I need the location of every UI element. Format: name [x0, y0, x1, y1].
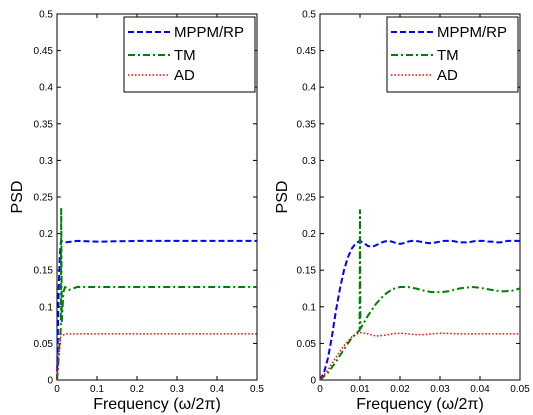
- left-x-tick-label: 0.5: [250, 384, 264, 395]
- right-legend-label-tm: TM: [437, 47, 459, 64]
- left-y-axis-label: PSD: [9, 181, 26, 214]
- right-chart: 0 0.01 0.02 0.03 0.04 0.05 0 0.05 0.1 0.15 0.2 0.25…: [274, 10, 530, 414]
- right-y-tick-label: 0.4: [302, 83, 316, 94]
- right-x-tick-label: 0.04: [470, 384, 490, 395]
- left-y-tick-label: 0: [47, 376, 53, 387]
- right-legend-label-ad: AD: [437, 67, 458, 84]
- left-y-tick-label: 0.4: [39, 83, 53, 94]
- right-y-tick-label: 0.5: [302, 10, 316, 21]
- right-y-tick-label: 0.05: [297, 339, 317, 350]
- left-lines: [56, 206, 257, 381]
- right-ticks: 0 0.01 0.02 0.03 0.04 0.05 0 0.05 0.1 0.15 0.2 0.25…: [297, 10, 531, 396]
- left-chart: 0 0.1 0.2 0.3 0.4 0.5 0 0.05 0.1 0.15 0.2 0.25 0.3 0.…: [9, 10, 264, 414]
- left-x-axis-label: Frequency (ω/2π): [93, 396, 221, 413]
- left-y-tick-label: 0.25: [34, 193, 54, 204]
- left-y-tick-label: 0.5: [39, 10, 53, 21]
- right-y-tick-label: 0.25: [297, 193, 317, 204]
- right-legend-label-mppm: MPPM/RP: [437, 24, 507, 41]
- right-y-tick-label: 0.35: [297, 119, 317, 130]
- right-x-tick-label: 0.02: [390, 384, 410, 395]
- right-y-tick-label: 0.45: [297, 46, 317, 57]
- right-x-tick-label: 0.03: [430, 384, 450, 395]
- right-x-tick-label: 0.01: [350, 384, 370, 395]
- left-series-ad-line: [56, 333, 257, 381]
- left-y-tick-label: 0.3: [39, 156, 53, 167]
- left-x-tick-label: 0.4: [210, 384, 224, 395]
- left-x-tick-label: 0.1: [90, 384, 104, 395]
- right-y-tick-label: 0.3: [302, 156, 316, 167]
- right-legend: MPPM/RP TM AD: [386, 16, 519, 93]
- left-y-tick-label: 0.35: [34, 119, 54, 130]
- right-y-tick-label: 0.15: [297, 266, 317, 277]
- right-x-tick-label: 0.05: [510, 384, 530, 395]
- right-y-tick-label: 0.2: [302, 229, 316, 240]
- left-series-tm-line: [56, 206, 257, 381]
- left-series-mppm-rp-line: [56, 239, 257, 381]
- right-x-axis-label: Frequency (ω/2π): [356, 396, 484, 413]
- right-series-mppm-rp-line: [319, 239, 520, 381]
- left-y-tick-label: 0.2: [39, 229, 53, 240]
- left-y-tick-label: 0.1: [39, 302, 53, 313]
- left-y-tick-label: 0.05: [34, 339, 54, 350]
- left-ticks: 0 0.1 0.2 0.3 0.4 0.5 0 0.05 0.1 0.15 0.2 0.25 0.3 0.…: [34, 10, 265, 396]
- left-y-tick-label: 0.45: [34, 46, 54, 57]
- right-y-tick-label: 0.1: [302, 302, 316, 313]
- left-x-tick-label: 0: [54, 384, 60, 395]
- left-x-tick-label: 0.2: [130, 384, 144, 395]
- left-y-tick-label: 0.15: [34, 266, 54, 277]
- right-lines: [319, 209, 521, 381]
- right-y-tick-label: 0: [310, 376, 316, 387]
- left-legend-label-mppm: MPPM/RP: [174, 24, 244, 41]
- left-x-tick-label: 0.3: [170, 384, 184, 395]
- left-legend: MPPM/RP TM AD: [123, 16, 256, 93]
- right-x-tick-label: 0: [317, 384, 323, 395]
- left-legend-label-ad: AD: [174, 67, 195, 84]
- right-y-axis-label: PSD: [274, 181, 291, 214]
- left-legend-label-tm: TM: [174, 47, 196, 64]
